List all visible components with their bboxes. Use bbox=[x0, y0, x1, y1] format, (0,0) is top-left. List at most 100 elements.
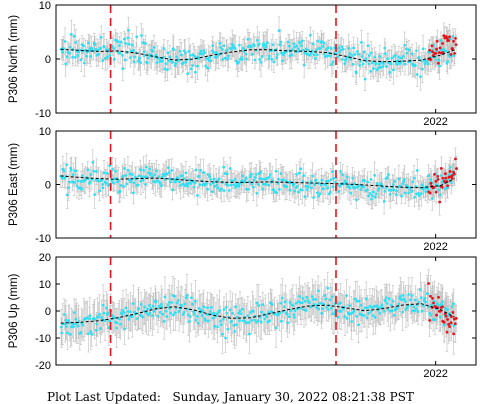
data-point bbox=[87, 41, 90, 45]
data-point bbox=[90, 46, 94, 50]
data-point bbox=[397, 177, 401, 181]
data-point bbox=[279, 40, 283, 44]
data-point bbox=[124, 173, 128, 177]
data-point bbox=[168, 177, 172, 180]
data-point bbox=[369, 51, 373, 55]
data-point bbox=[142, 50, 146, 54]
data-point bbox=[232, 183, 236, 187]
data-point bbox=[130, 43, 134, 47]
data-point bbox=[368, 192, 372, 195]
data-point bbox=[306, 185, 310, 189]
recent-data-point bbox=[449, 52, 453, 56]
data-point bbox=[161, 59, 164, 63]
data-point bbox=[320, 40, 324, 43]
data-point bbox=[339, 170, 343, 173]
data-point bbox=[93, 43, 97, 46]
plot-area bbox=[59, 147, 458, 216]
data-point bbox=[65, 55, 69, 59]
data-point bbox=[399, 61, 402, 65]
data-point bbox=[93, 193, 97, 196]
data-point bbox=[377, 62, 381, 66]
data-point bbox=[79, 58, 83, 62]
data-point bbox=[267, 54, 271, 58]
data-point bbox=[320, 178, 324, 182]
data-point bbox=[131, 191, 135, 195]
data-point bbox=[68, 180, 71, 184]
data-point bbox=[336, 55, 340, 59]
data-point bbox=[386, 176, 389, 179]
data-point bbox=[240, 57, 244, 61]
data-point bbox=[304, 47, 308, 51]
data-point bbox=[274, 169, 278, 173]
data-point bbox=[204, 182, 208, 186]
data-point bbox=[268, 175, 271, 179]
data-point bbox=[211, 44, 215, 48]
data-point bbox=[172, 48, 176, 52]
data-point bbox=[451, 35, 455, 38]
data-point bbox=[80, 187, 84, 191]
data-point bbox=[424, 190, 428, 194]
data-point bbox=[98, 189, 102, 193]
data-point bbox=[358, 64, 362, 67]
data-point bbox=[138, 56, 141, 60]
data-point bbox=[317, 181, 321, 185]
data-point bbox=[421, 47, 425, 51]
data-point bbox=[187, 50, 191, 53]
data-point bbox=[326, 46, 330, 50]
data-point bbox=[419, 75, 422, 79]
data-point bbox=[209, 59, 213, 63]
data-point bbox=[126, 168, 130, 172]
data-points bbox=[59, 157, 458, 204]
data-point bbox=[385, 186, 388, 190]
data-point bbox=[254, 176, 257, 179]
data-point bbox=[189, 182, 192, 186]
data-point bbox=[295, 184, 299, 188]
data-point bbox=[400, 56, 403, 60]
data-point bbox=[231, 44, 235, 48]
data-point bbox=[89, 55, 93, 58]
data-point bbox=[124, 41, 128, 45]
data-point bbox=[449, 181, 453, 184]
data-point bbox=[276, 182, 280, 185]
data-point bbox=[257, 42, 261, 46]
data-point bbox=[227, 189, 231, 192]
data-point bbox=[118, 189, 122, 193]
data-point bbox=[80, 174, 84, 178]
data-point bbox=[278, 43, 282, 47]
data-point bbox=[295, 172, 298, 176]
data-point bbox=[206, 66, 210, 70]
data-point bbox=[229, 183, 233, 187]
data-point bbox=[301, 180, 305, 183]
data-point bbox=[189, 53, 192, 57]
recent-data-point bbox=[454, 36, 457, 40]
data-point bbox=[382, 62, 385, 66]
data-point bbox=[237, 43, 241, 47]
data-point bbox=[105, 171, 109, 175]
data-point bbox=[163, 174, 166, 177]
data-point bbox=[391, 183, 395, 186]
data-point bbox=[171, 188, 174, 192]
y-axis-label: P306 East (mm) bbox=[8, 143, 20, 226]
data-point bbox=[263, 47, 266, 50]
data-point bbox=[260, 177, 264, 181]
data-point bbox=[296, 50, 300, 53]
recent-data-point bbox=[441, 51, 445, 54]
data-point bbox=[324, 183, 328, 187]
data-point bbox=[261, 187, 265, 191]
data-point bbox=[448, 165, 452, 169]
data-point bbox=[360, 55, 364, 58]
data-point bbox=[135, 35, 139, 39]
data-point bbox=[123, 166, 126, 170]
data-point bbox=[110, 45, 114, 49]
data-point bbox=[112, 47, 116, 50]
data-point bbox=[175, 179, 178, 183]
data-point bbox=[308, 33, 312, 37]
data-point bbox=[110, 179, 114, 182]
data-point bbox=[410, 189, 414, 193]
data-point bbox=[152, 45, 156, 49]
data-point bbox=[68, 51, 72, 55]
data-point bbox=[145, 61, 149, 64]
data-point bbox=[259, 170, 263, 174]
data-point bbox=[309, 186, 313, 190]
data-point bbox=[315, 53, 319, 57]
